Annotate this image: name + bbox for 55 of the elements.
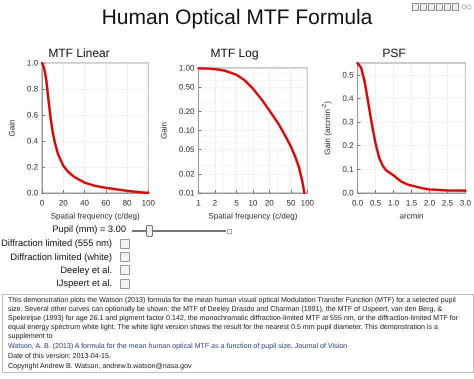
y-tick-label: 0.01 xyxy=(178,188,196,198)
y-tick-label: 0.2 xyxy=(26,162,39,172)
x-axis-title: Spatial frequency (c/deg) xyxy=(50,211,140,220)
chart-title: PSF xyxy=(382,46,406,60)
x-tick-label: 10 xyxy=(248,198,258,208)
y-tick-label: 0.20 xyxy=(178,107,196,116)
x-tick-label: 60 xyxy=(101,198,111,208)
y-tick-label: 0.50 xyxy=(178,82,196,92)
text: IJspeert et al. xyxy=(56,278,113,289)
y-tick-label: 0.0 xyxy=(342,188,354,198)
y-axis-title: Gain xyxy=(160,122,168,139)
x-axis-title: arcmin xyxy=(399,211,424,220)
text: Deeley et al. xyxy=(60,264,113,276)
y-tick-label: 0.10 xyxy=(178,126,196,135)
x-tick-label: 1 xyxy=(196,198,202,208)
y-axis-title: Gain xyxy=(8,120,16,136)
y-tick-label: 0.5 xyxy=(342,70,354,80)
x-tick-label: 80 xyxy=(122,198,132,208)
y-tick-label: 1.00 xyxy=(178,64,196,72)
text: Diffraction limited (555 nm) xyxy=(1,238,113,249)
x-tick-label: 0.0 xyxy=(352,198,364,208)
x-tick-label: 0.5 xyxy=(370,198,382,208)
x-tick-label: 40 xyxy=(80,198,90,208)
y-tick-label: 0.4 xyxy=(342,94,354,103)
x-tick-label: 5 xyxy=(234,198,240,208)
y-tick-label: 0.1 xyxy=(342,164,354,174)
y-tick-label: 0.4 xyxy=(26,136,39,146)
x-tick-label: 20 xyxy=(58,198,68,208)
x-tick-label: 0 xyxy=(40,198,45,208)
x-axis-title: Spatial frequency (c/deg) xyxy=(208,211,298,220)
x-tick-label: 1.5 xyxy=(406,198,418,208)
x-tick-label: 100 xyxy=(300,198,315,208)
text: Human Optical MTF Formula xyxy=(100,6,374,30)
x-tick-label: 3.0 xyxy=(460,198,472,208)
y-tick-label: 0.2 xyxy=(342,141,354,150)
y-tick-label: 0.0 xyxy=(26,188,39,198)
y-tick-label: 0.05 xyxy=(178,144,196,154)
y-tick-label: 0.02 xyxy=(178,170,196,179)
x-tick-label: 100 xyxy=(142,198,156,208)
x-tick-label: 1.0 xyxy=(388,198,400,208)
x-tick-label: 2 xyxy=(212,198,218,208)
x-tick-label: 20 xyxy=(264,198,274,208)
text: Pupil (mm) = 3.00 xyxy=(52,224,126,234)
line-series xyxy=(356,62,467,192)
y-tick-label: 1.0 xyxy=(26,58,39,68)
x-tick-label: 2.0 xyxy=(424,198,436,208)
chart-title: MTF Log xyxy=(210,46,259,60)
text: Diffraction limited (white) xyxy=(10,252,113,262)
line-series xyxy=(40,62,150,194)
chart-title: MTF Linear xyxy=(48,46,110,60)
x-tick-label: 2.5 xyxy=(442,198,454,208)
y-tick-label: 0.3 xyxy=(342,118,354,127)
y-tick-label: 0.6 xyxy=(26,110,39,120)
y-tick-label: 0.8 xyxy=(26,84,39,94)
x-tick-label: 50 xyxy=(286,198,296,208)
